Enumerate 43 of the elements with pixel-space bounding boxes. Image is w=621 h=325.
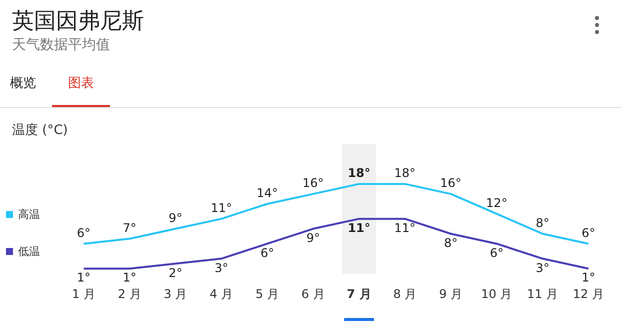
data-label: 6° [260, 246, 274, 260]
data-label: 8° [444, 236, 458, 250]
x-tick-label: 8 月 [393, 286, 417, 301]
x-tick-label: 6 月 [301, 286, 325, 301]
x-tick-label: 5 月 [256, 286, 279, 301]
data-label: 2° [168, 266, 182, 280]
y-axis-title: 温度 (°C) [12, 122, 68, 139]
data-label: 16° [440, 176, 462, 190]
data-label: 11° [394, 220, 416, 235]
legend-label: 低温 [18, 244, 40, 259]
data-label: 6° [76, 226, 91, 240]
data-label: 18° [348, 166, 370, 180]
data-label: 11° [348, 220, 370, 235]
chart-title: 英国因弗尼斯 [12, 8, 144, 36]
data-label: 6° [490, 246, 504, 260]
x-tick-label: 10 月 [481, 286, 512, 301]
data-label: 12° [486, 196, 508, 210]
data-label: 1° [582, 270, 596, 285]
data-label: 9° [168, 210, 182, 225]
text: 概览 [9, 75, 37, 93]
data-label: 3° [214, 260, 228, 275]
data-label: 16° [302, 176, 324, 190]
data-label: 7° [122, 220, 136, 235]
chart-subtitle: 天气数据平均值 [12, 36, 110, 54]
data-label: 14° [256, 186, 278, 200]
data-label: 1° [76, 270, 91, 285]
legend-label: 高温 [18, 207, 40, 222]
x-tick-label: 1 月 [72, 286, 96, 301]
x-tick-label: 3 月 [164, 286, 188, 301]
x-tick-label: 12 月 [572, 286, 604, 301]
text: 图表 [52, 74, 110, 107]
data-label: 6° [582, 226, 596, 240]
x-tick-label: 9 月 [439, 286, 463, 301]
data-label: 8° [536, 216, 550, 230]
data-label: 9° [306, 230, 320, 245]
x-tick-label: 7 月 [346, 286, 372, 301]
x-tick-label: 4 月 [210, 286, 234, 301]
x-tick-label: 11 月 [527, 286, 558, 301]
data-label: 3° [536, 260, 550, 275]
data-label: 18° [394, 166, 416, 180]
x-tick-label: 2 月 [118, 286, 142, 301]
data-label: 11° [210, 200, 232, 215]
data-label: 1° [122, 270, 136, 285]
